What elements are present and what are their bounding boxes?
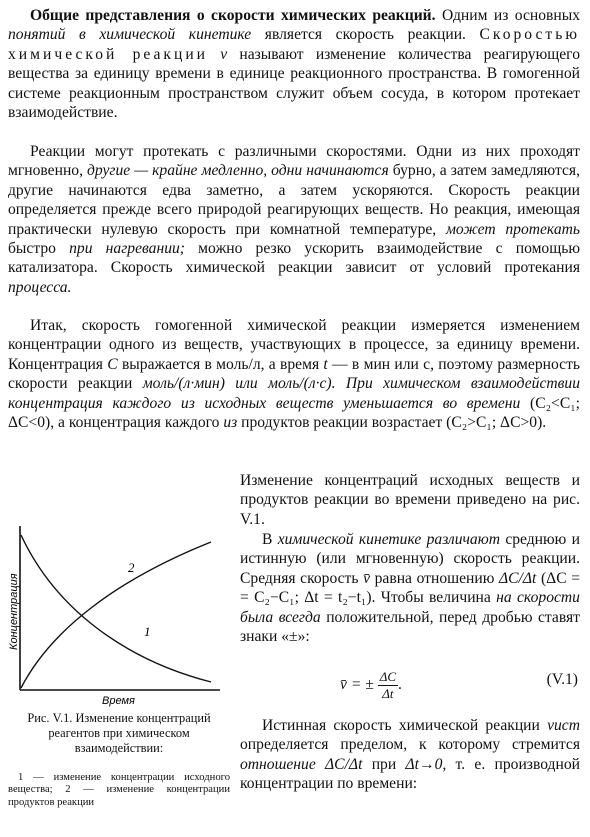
curve-2-label: 2: [128, 560, 135, 575]
curve-1-label: 1: [144, 624, 151, 639]
defined-term: Скоростью химической реакции: [8, 26, 580, 63]
y-axis-label: Концентрация: [8, 573, 20, 650]
paragraph-2: Реакции могут протекать с различными ско…: [8, 143, 580, 296]
equation-lhs: v̄ = ±: [340, 676, 374, 694]
equation-number: (V.1): [546, 671, 578, 688]
equation-v1: v̄ = ± ΔC Δt . (V.1): [340, 669, 578, 701]
figure-caption: Рис. V.1. Изменение концентраций реагент…: [27, 711, 211, 755]
figure-v1: 1 2 Концентрация Время: [8, 526, 220, 707]
paragraph-5: Истинная скорость химической реакции vис…: [240, 717, 580, 793]
section-heading: Общие представления о скорости химически…: [30, 7, 436, 24]
curve-1: [20, 534, 212, 683]
curve-2: [20, 541, 212, 689]
figure-legend: 1 — изменение концентрации исходного вещ…: [8, 772, 230, 808]
x-axis-label: Время: [102, 695, 135, 707]
paragraph-3: Итак, скорость гомогенной химической реа…: [8, 317, 580, 432]
equation-fraction: ΔC Δt: [377, 669, 399, 701]
paragraph-1: Общие представления о скорости химически…: [8, 7, 580, 122]
paragraph-3-continuation: Изменение концентраций исходных веществ …: [240, 472, 580, 528]
paragraph-4: В химической кинетике различают среднюю …: [240, 531, 581, 646]
